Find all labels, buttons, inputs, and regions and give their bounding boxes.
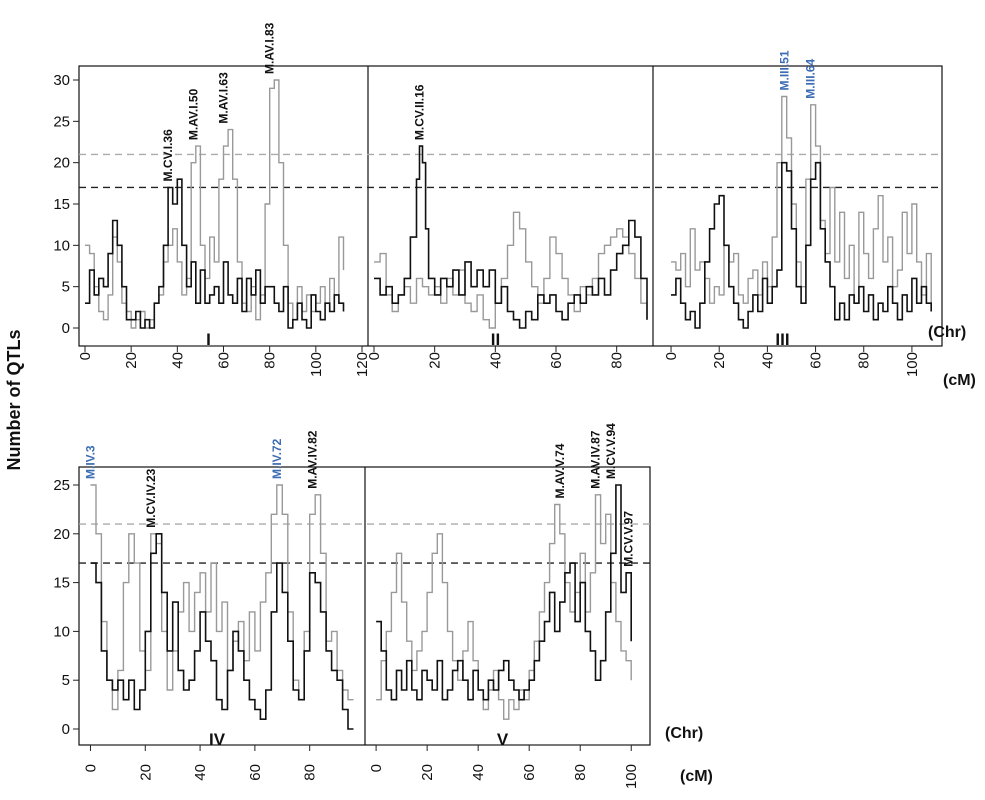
top-chr-unit: (Chr) (928, 324, 966, 341)
x-tick-label: 0 (368, 764, 385, 772)
x-tick-label: 40 (470, 764, 487, 781)
peak-label: M.AV.V.74 (553, 443, 567, 498)
peak-label: M.III.64 (804, 58, 818, 98)
peak-label: M.III.51 (777, 50, 791, 90)
x-tick-label: 80 (572, 764, 589, 781)
series-black-chr-V (376, 484, 632, 701)
bottom-chr-unit: (Chr) (665, 725, 703, 742)
plot-frames (78, 65, 943, 746)
y-tick-label: 25 (53, 477, 70, 494)
y-tick-label: 10 (53, 623, 70, 640)
chromosome-label: V (497, 730, 509, 749)
peak-label: M.IV.3 (84, 445, 98, 479)
peak-label: M.AV.IV.82 (305, 430, 319, 489)
x-tick-label: 20 (137, 764, 154, 781)
x-tick-label: 20 (427, 352, 444, 369)
peak-label: M.CV.I.36 (161, 129, 175, 182)
series-black-chr-II (374, 145, 648, 329)
x-tick-label: 20 (123, 352, 140, 369)
x-tick-label: 80 (609, 352, 626, 369)
y-tick-label: 20 (53, 155, 70, 172)
bottom-cm-unit: (cM) (680, 768, 713, 785)
x-tick-label: 60 (808, 352, 825, 369)
peak-label: M.AV.I.83 (263, 22, 277, 74)
y-tick-label: 30 (53, 72, 70, 89)
x-tick-label: 60 (521, 764, 538, 781)
series-black-chr-III (671, 161, 932, 329)
x-tick-label: 100 (308, 352, 325, 377)
series-black-chr-I (85, 178, 345, 329)
y-tick-label: 0 (62, 721, 70, 738)
x-tick-label: 40 (759, 352, 776, 369)
peak-label: M.AV.I.63 (217, 72, 231, 124)
x-tick-label: 60 (216, 352, 233, 369)
peak-label: M.CV.IV.23 (144, 468, 158, 527)
peak-label: M.AV.IV.87 (589, 430, 603, 489)
peak-labels: I M.CV.I.36 M.AV.I.50 M.AV.I.63 M.AV.I.83 II M… (84, 22, 818, 749)
x-tick-label: 0 (366, 352, 383, 360)
series-grey-chr-III (671, 95, 932, 304)
chromosome-label: IV (209, 730, 226, 749)
series-lines (85, 79, 932, 730)
y-tick-label: 5 (62, 279, 70, 296)
x-tick-label: 40 (192, 764, 209, 781)
x-tick-label: 0 (77, 352, 94, 360)
series-black-chr-IV (90, 533, 354, 730)
series-grey-chr-I (85, 79, 345, 329)
x-tick-label: 120 (354, 352, 371, 377)
x-tick-label: 100 (904, 352, 921, 377)
y-tick-label: 15 (53, 196, 70, 213)
chromosome-label: I (206, 330, 211, 349)
peak-label: M.CV.II.16 (413, 84, 427, 140)
peak-label: M.IV.72 (270, 438, 284, 479)
x-tick-label: 40 (487, 352, 504, 369)
peak-label: M.CV.V.94 (604, 423, 618, 479)
y-tick-label: 20 (53, 526, 70, 543)
y-tick-label: 5 (62, 672, 70, 689)
x-tick-label: 80 (302, 764, 319, 781)
x-tick-label: 20 (419, 764, 436, 781)
x-tick-label: 60 (548, 352, 565, 369)
x-tick-label: 80 (856, 352, 873, 369)
y-axis-label: Number of QTLs (4, 329, 24, 470)
y-tick-label: 0 (62, 320, 70, 337)
y-tick-label: 15 (53, 575, 70, 592)
top-cm-unit: (cM) (943, 372, 976, 389)
x-tick-label: 0 (663, 352, 680, 360)
y-tick-label: 10 (53, 237, 70, 254)
x-tick-label: 100 (623, 764, 640, 789)
x-tick-label: 40 (169, 352, 186, 369)
chromosome-label: III (775, 330, 789, 349)
peak-label: M.CV.V.97 (622, 511, 636, 567)
series-grey-chr-V (376, 494, 632, 720)
x-tick-label: 0 (83, 764, 100, 772)
peak-label: M.AV.I.50 (187, 88, 201, 140)
x-tick-label: 20 (711, 352, 728, 369)
x-tick-label: 80 (262, 352, 279, 369)
chromosome-label: II (491, 330, 500, 349)
y-tick-label: 25 (53, 113, 70, 130)
series-grey-chr-II (374, 211, 648, 329)
series-grey-chr-IV (90, 484, 354, 711)
x-tick-label: 60 (247, 764, 264, 781)
